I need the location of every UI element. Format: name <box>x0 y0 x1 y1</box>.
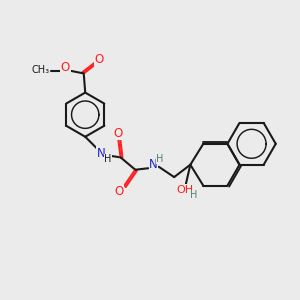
Text: O: O <box>61 61 70 74</box>
Text: O: O <box>113 127 122 140</box>
Text: OH: OH <box>177 185 194 195</box>
Text: H: H <box>104 154 112 164</box>
Text: CH₃: CH₃ <box>32 65 50 76</box>
Text: H: H <box>156 154 164 164</box>
Text: O: O <box>114 185 123 198</box>
Text: O: O <box>95 53 104 66</box>
Text: H: H <box>190 190 198 200</box>
Text: N: N <box>149 158 158 171</box>
Text: N: N <box>97 147 106 160</box>
